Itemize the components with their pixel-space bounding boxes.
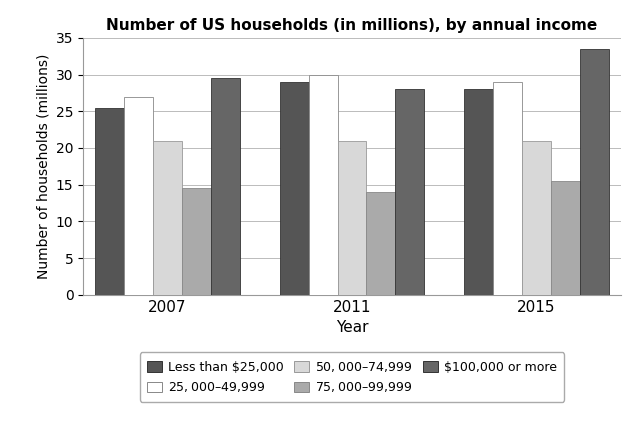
Bar: [211, 78, 240, 295]
Bar: [522, 141, 551, 295]
X-axis label: Year: Year: [336, 320, 368, 335]
Bar: [551, 181, 580, 295]
Bar: [182, 188, 211, 295]
Bar: [95, 108, 124, 295]
Title: Number of US households (in millions), by annual income: Number of US households (in millions), b…: [106, 18, 598, 32]
Bar: [493, 82, 522, 295]
Y-axis label: Number of households (millions): Number of households (millions): [36, 53, 51, 279]
Bar: [367, 192, 396, 295]
Bar: [124, 96, 153, 295]
Bar: [396, 89, 424, 295]
Bar: [580, 49, 609, 295]
Bar: [464, 89, 493, 295]
Bar: [308, 75, 337, 295]
Bar: [280, 82, 308, 295]
Bar: [337, 141, 367, 295]
Legend: Less than $25,000, $25,000–$49,999, $50,000–$74,999, $75,000–$99,999, $100,000 o: Less than $25,000, $25,000–$49,999, $50,…: [140, 352, 564, 402]
Bar: [153, 141, 182, 295]
